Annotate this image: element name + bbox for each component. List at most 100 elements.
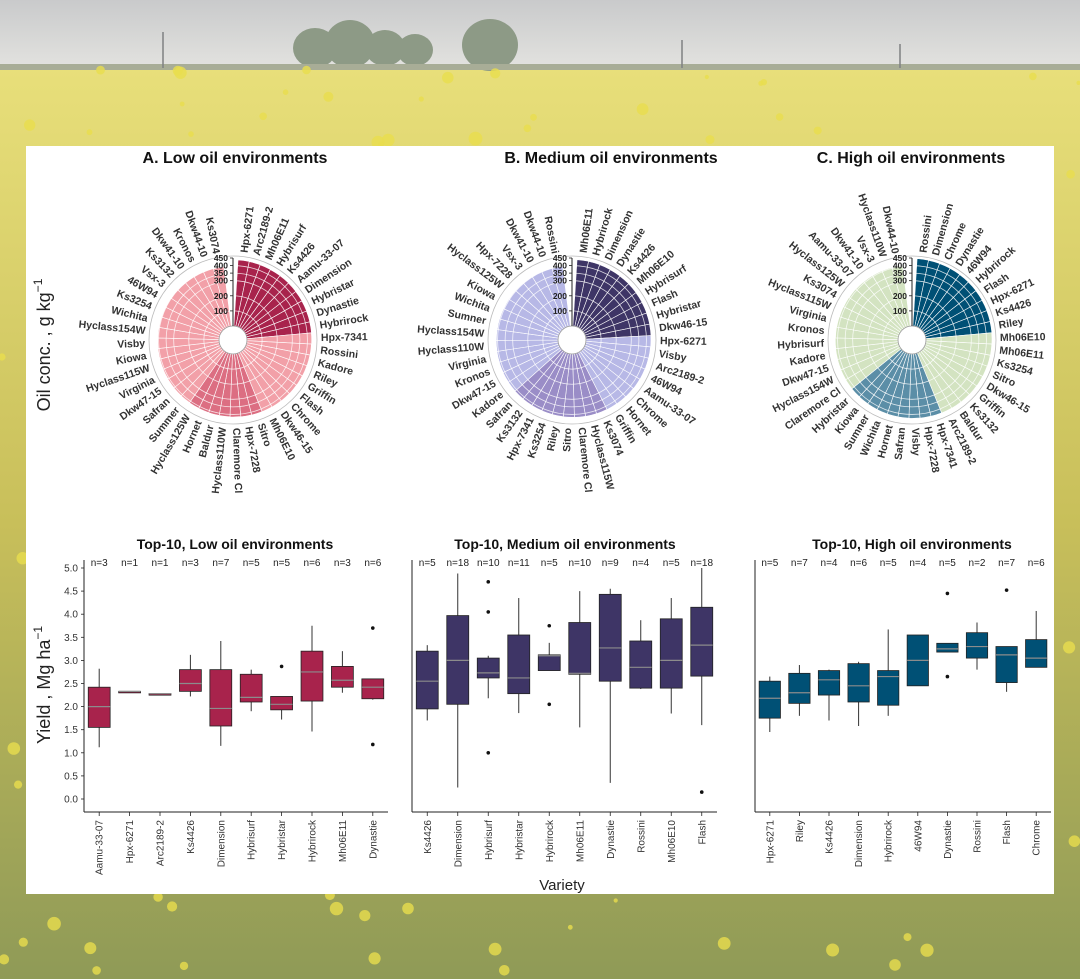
x-tick-label: Hpx-6271 bbox=[125, 820, 136, 864]
box-Dynastie bbox=[361, 626, 385, 747]
box-body bbox=[598, 593, 622, 682]
x-tick-label: Mh06E11 bbox=[338, 820, 349, 863]
variety-label: Mh06E11 bbox=[999, 345, 1045, 362]
box-Mh06E11 bbox=[568, 591, 592, 728]
n-label: n=4 bbox=[821, 558, 838, 569]
variety-label: Mh06E10 bbox=[1000, 331, 1046, 344]
x-tick-label: Ks4426 bbox=[186, 820, 197, 854]
box-body bbox=[847, 663, 870, 703]
y-tick-label: 4.5 bbox=[64, 587, 78, 598]
radial-tick-label: 350 bbox=[553, 268, 567, 278]
x-tick-label: Rossini bbox=[973, 820, 984, 853]
box-outlier bbox=[371, 742, 375, 747]
box-Dimension bbox=[446, 573, 470, 788]
variety-label: Kronos bbox=[787, 322, 825, 338]
y-tick-label: 4.0 bbox=[64, 610, 78, 621]
variety-label: Rossini bbox=[918, 214, 935, 253]
radial-tick-label: 200 bbox=[893, 291, 907, 301]
box-Ks4426 bbox=[817, 669, 841, 721]
y-tick-label: 0.0 bbox=[64, 795, 78, 806]
x-tick-label: Flash bbox=[1002, 820, 1013, 844]
radial-tick-label: 100 bbox=[214, 306, 228, 316]
box-Rossini bbox=[965, 622, 989, 670]
n-label: n=5 bbox=[541, 558, 558, 569]
y-tick-label: 1.0 bbox=[64, 748, 78, 759]
radial-chart-title: C. High oil environments bbox=[817, 150, 1006, 167]
variety-label: Safran bbox=[893, 427, 909, 461]
box-outlier bbox=[547, 702, 552, 707]
radial-chart-title: A. Low oil environments bbox=[143, 150, 328, 167]
box-Hpx-6271 bbox=[118, 690, 141, 694]
x-tick-label: Mh06E11 bbox=[575, 820, 586, 863]
box-Chrome bbox=[1025, 610, 1048, 668]
n-label: n=5 bbox=[939, 558, 956, 569]
box-body bbox=[331, 666, 354, 688]
box-Flash bbox=[995, 588, 1018, 692]
box-body bbox=[690, 606, 714, 677]
box-Hybrirock bbox=[877, 629, 900, 716]
boxplot-title: Top-10, High oil environments bbox=[812, 536, 1012, 552]
box-Mh06E11 bbox=[331, 651, 354, 693]
x-tick-label: Hybrirock bbox=[308, 819, 319, 862]
n-label: n=5 bbox=[761, 558, 778, 569]
x-tick-label: 46W94 bbox=[913, 820, 924, 852]
y-tick-label: 1.5 bbox=[64, 725, 78, 736]
radial-tick-label: 400 bbox=[893, 261, 907, 271]
x-tick-label: Dynastie bbox=[368, 820, 379, 859]
box-Ks4426 bbox=[179, 654, 202, 697]
box-body bbox=[629, 640, 653, 689]
n-label: n=5 bbox=[880, 558, 897, 569]
n-label: n=6 bbox=[304, 558, 321, 569]
x-tick-label: Mh06E10 bbox=[667, 820, 678, 863]
box-Dynastie bbox=[598, 588, 622, 783]
variety-label: Kiowa bbox=[115, 350, 148, 368]
x-tick-label: Flash bbox=[697, 820, 708, 844]
n-label: n=5 bbox=[243, 558, 260, 569]
variety-label: Visby bbox=[117, 338, 145, 351]
box-Hybrirock bbox=[300, 625, 324, 732]
variety-label: Hybrisurf bbox=[777, 338, 825, 352]
variety-label: Hpx-7341 bbox=[321, 331, 368, 344]
box-body bbox=[995, 646, 1018, 683]
x-tick-label: Dynastie bbox=[943, 820, 954, 859]
y-axis-label-top: Oil conc. , g kg−1 bbox=[31, 278, 54, 411]
variety-label: Hyclass154W bbox=[417, 323, 485, 339]
box-Hpx-6271 bbox=[758, 676, 781, 733]
radial-outer-ring bbox=[827, 255, 997, 425]
n-label: n=18 bbox=[690, 558, 713, 569]
box-body bbox=[239, 673, 263, 703]
n-label: n=5 bbox=[419, 558, 436, 569]
variety-label: Rossini bbox=[320, 345, 359, 362]
box-body bbox=[476, 657, 500, 679]
n-label: n=3 bbox=[91, 558, 108, 569]
x-tick-label: Hpx-6271 bbox=[765, 820, 776, 864]
box-outlier bbox=[547, 623, 552, 628]
box-body bbox=[179, 669, 202, 692]
radial-tick-label: 300 bbox=[893, 276, 907, 286]
x-tick-label: Ks4426 bbox=[825, 820, 836, 854]
radial-tick-label: 300 bbox=[214, 276, 228, 286]
radial-chart-low: A. Low oil environmentsHpx-6271Arc2189-2… bbox=[78, 150, 369, 494]
box-Dimension bbox=[209, 640, 233, 746]
boxplot-low: Top-10, Low oil environments 0.0 0.5 1.0 1.5… bbox=[64, 536, 388, 875]
box-body bbox=[415, 650, 439, 710]
n-label: n=18 bbox=[446, 558, 469, 569]
box-outlier bbox=[1004, 588, 1009, 592]
box-outlier bbox=[371, 626, 375, 630]
box-Hybrisurf bbox=[476, 580, 500, 755]
radial-tick-label: 350 bbox=[214, 268, 228, 278]
boxplot-title: Top-10, Low oil environments bbox=[137, 536, 334, 552]
box-Ks4426 bbox=[415, 645, 439, 721]
box-body bbox=[1025, 639, 1048, 668]
box-Hybristar bbox=[270, 664, 293, 720]
n-label: n=5 bbox=[663, 558, 680, 569]
x-tick-label: Dimension bbox=[854, 820, 865, 867]
box-body bbox=[936, 642, 959, 653]
x-tick-label: Hybrirock bbox=[545, 819, 556, 862]
radial-tick-label: 100 bbox=[553, 306, 567, 316]
box-body bbox=[300, 650, 324, 702]
box-outlier bbox=[486, 610, 491, 614]
radial-center bbox=[897, 325, 927, 355]
x-tick-label: Dimension bbox=[453, 820, 464, 867]
